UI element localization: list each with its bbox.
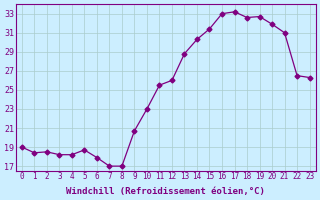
X-axis label: Windchill (Refroidissement éolien,°C): Windchill (Refroidissement éolien,°C) — [66, 187, 265, 196]
